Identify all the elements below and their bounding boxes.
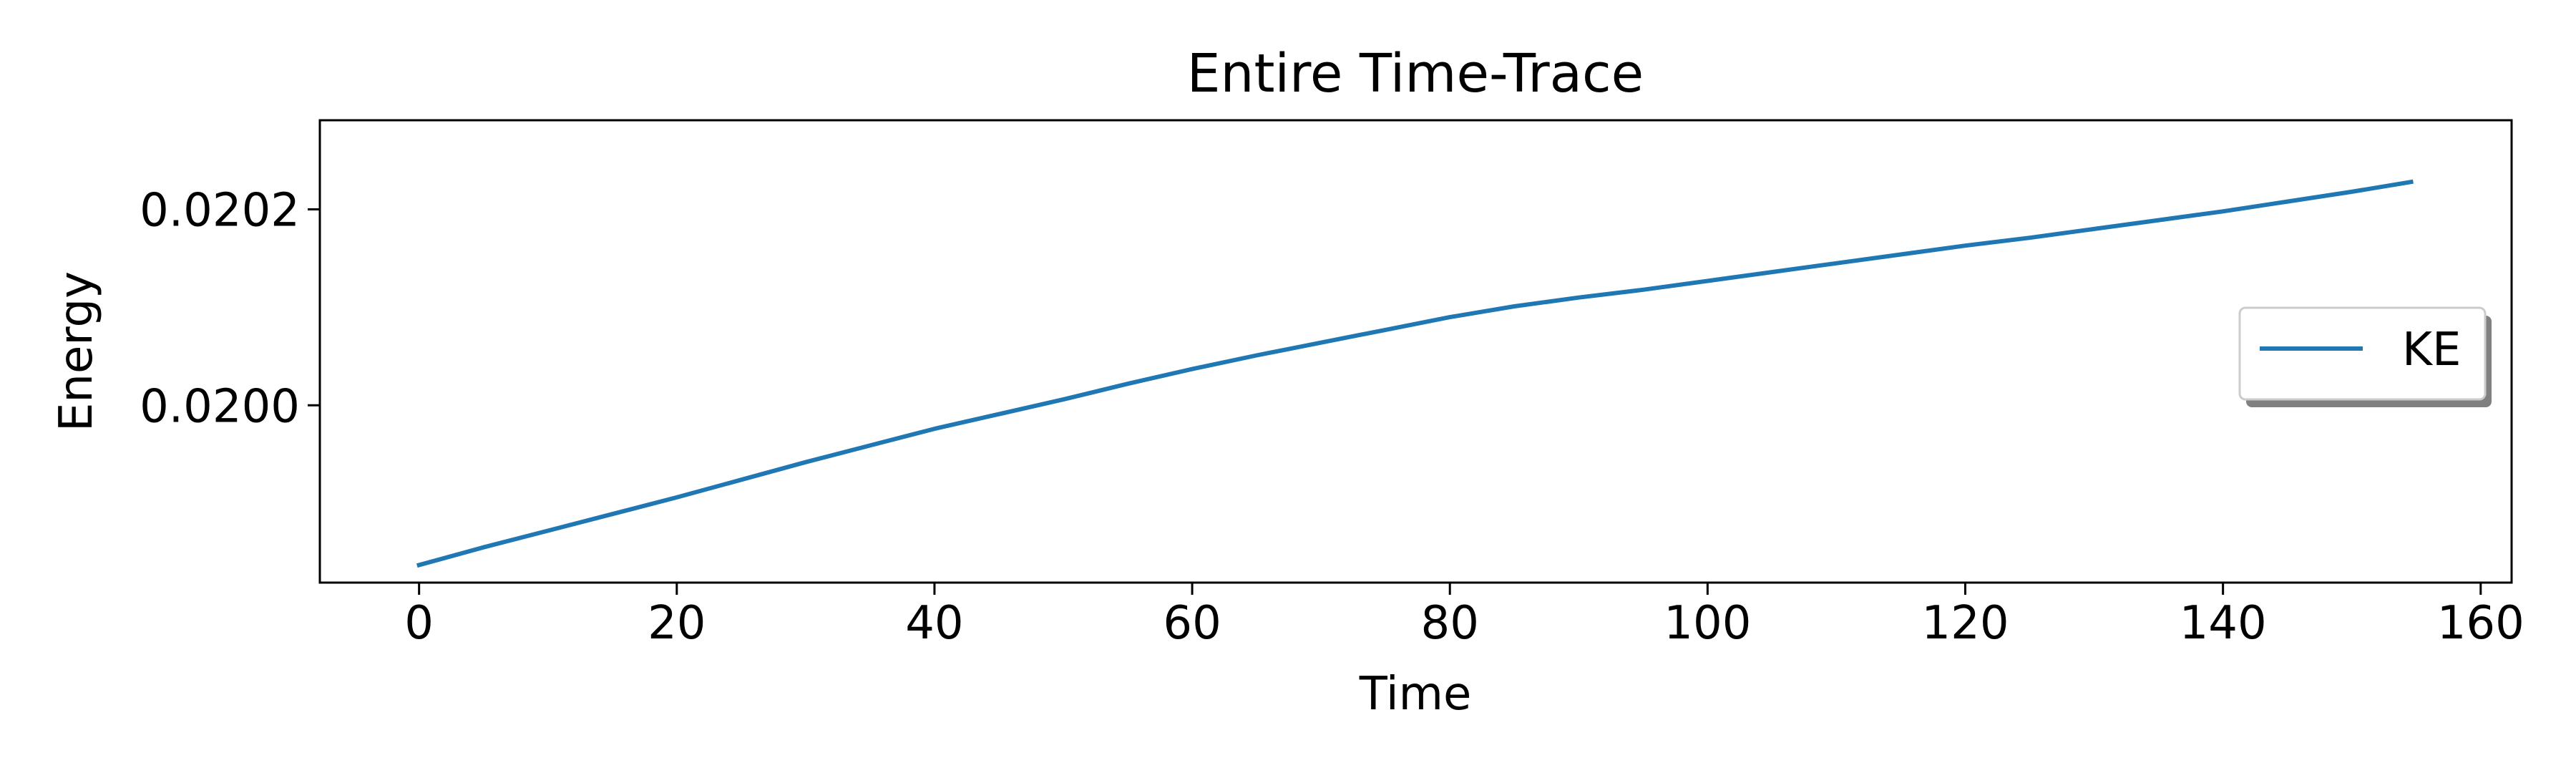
y-axis-label: Energy <box>50 271 103 432</box>
x-tick-label: 20 <box>648 597 706 650</box>
y-tick-label: 0.0200 <box>140 380 300 433</box>
legend: KE <box>2238 306 2492 407</box>
x-axis-label: Time <box>1359 668 1472 721</box>
x-tick-label: 160 <box>2437 597 2524 650</box>
x-tick-label: 60 <box>1163 597 1221 650</box>
legend-label-ke: KE <box>2402 324 2461 376</box>
x-tick-label: 80 <box>1421 597 1479 650</box>
legend-box <box>2238 306 2487 401</box>
x-axis-ticks: 0 20 40 60 80 100 120 140 160 <box>404 583 2524 650</box>
y-tick-label: 0.0202 <box>140 185 300 238</box>
chart-title: Entire Time-Trace <box>1187 43 1644 104</box>
x-tick-label: 100 <box>1664 597 1751 650</box>
x-tick-label: 140 <box>2180 597 2267 650</box>
x-tick-label: 0 <box>404 597 434 650</box>
x-tick-label: 40 <box>905 597 963 650</box>
y-axis-ticks: 0.0200 0.0202 <box>140 185 320 433</box>
x-tick-label: 120 <box>1921 597 2009 650</box>
series-layer <box>416 179 2414 568</box>
series-line-ke <box>416 179 2414 568</box>
plot-area-frame <box>318 119 2513 584</box>
